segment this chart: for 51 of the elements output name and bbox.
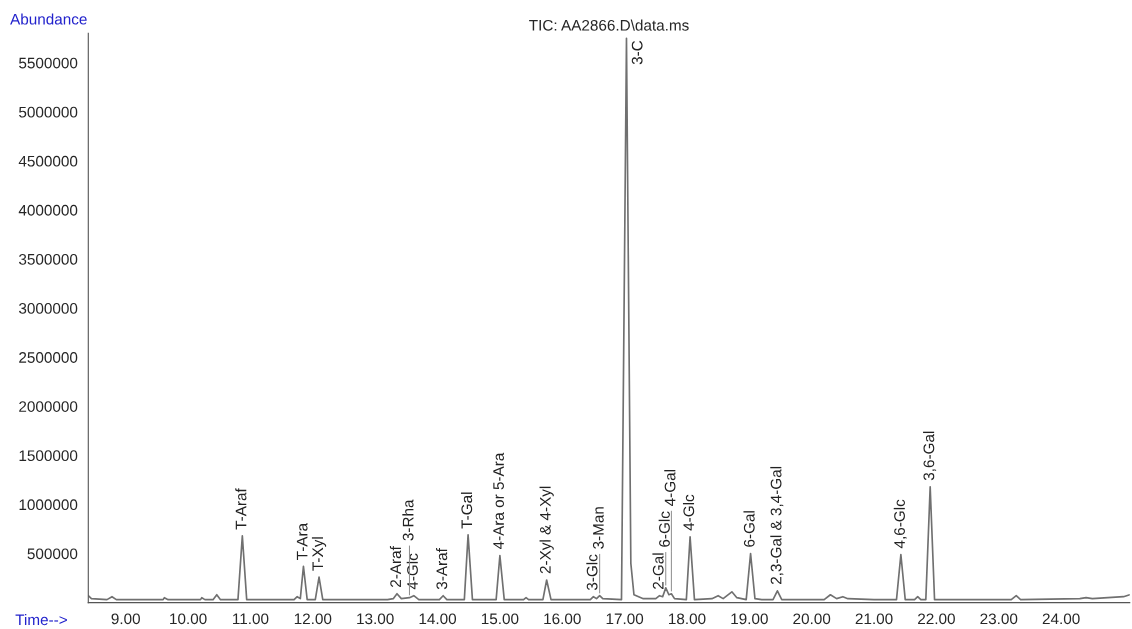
- x-tick-label: 9.00: [111, 613, 140, 625]
- y-tick-label: 3500000: [18, 253, 78, 265]
- x-tick-label: 20.00: [793, 613, 831, 625]
- y-tick-label: 1500000: [19, 450, 78, 462]
- x-tick-label: 17.00: [606, 613, 644, 625]
- annotation: 2-Gal: [652, 553, 664, 589]
- x-tick-label: 13.00: [357, 613, 394, 625]
- annotation: 3,6-Gal: [923, 431, 937, 481]
- annotation: 3-Man: [592, 507, 604, 549]
- x-tick-label: 12.00: [294, 613, 332, 625]
- annotation: 2-Araf: [389, 546, 402, 587]
- y-tick-label: 500000: [27, 548, 78, 560]
- x-tick-label: 21.00: [855, 613, 893, 625]
- y-tick-label: 4500000: [18, 155, 78, 167]
- annotation: 3-Glc: [586, 554, 598, 591]
- y-tick-label: 3000000: [18, 303, 78, 314]
- annotation: 6-Glc: [658, 511, 670, 547]
- x-tick-label: 18.00: [669, 613, 706, 625]
- x-tick-label: 23.00: [980, 613, 1018, 625]
- x-tick-label: 11.00: [233, 613, 269, 625]
- annotation: T-Araf: [235, 488, 247, 530]
- y-tick-label: 4000000: [18, 204, 78, 216]
- x-tick-label: 24.00: [1042, 613, 1080, 625]
- annotation: 3-Rha: [402, 499, 414, 541]
- x-tick-label: 16.00: [544, 613, 581, 625]
- annotation: 4-Glc: [406, 553, 418, 590]
- annotation: 4-Glc: [682, 494, 695, 531]
- annotation: T-Xyl: [311, 537, 327, 571]
- annotation: 2,3-Gal & 3,4-Gal: [770, 466, 784, 585]
- y-axis-title: Abundance: [10, 13, 87, 25]
- x-tick-label: 19.00: [731, 613, 768, 625]
- annotation: 2-Xyl & 4-Xyl: [539, 486, 554, 574]
- x-tick-label: 15.00: [481, 613, 519, 625]
- x-tick-label: 22.00: [918, 613, 955, 625]
- annotation: 4-Gal: [664, 470, 676, 506]
- y-tick-label: 1000000: [19, 499, 78, 511]
- annotation: T-Ara: [296, 522, 308, 560]
- annotation: 4-Ara or 5-Ara: [493, 452, 504, 550]
- y-tick-label: 2000000: [19, 401, 78, 412]
- annotation: 6-Gal: [743, 511, 755, 547]
- x-tick-label: 10.00: [170, 613, 207, 625]
- y-tick-label: 5000000: [19, 106, 78, 118]
- x-axis-title: Time-->: [15, 613, 67, 626]
- y-tick-label: 5500000: [19, 57, 78, 69]
- annotation: 3-Araf: [436, 548, 448, 590]
- annotation: 3-C: [631, 40, 643, 65]
- annotation: 4,6-Glc: [893, 499, 907, 549]
- chart-title: TIC: AA2866.D\data.ms: [529, 19, 689, 31]
- annotation: T-Gal: [460, 492, 473, 529]
- y-tick-label: 2500000: [19, 352, 78, 363]
- x-tick-label: 14.00: [419, 613, 457, 625]
